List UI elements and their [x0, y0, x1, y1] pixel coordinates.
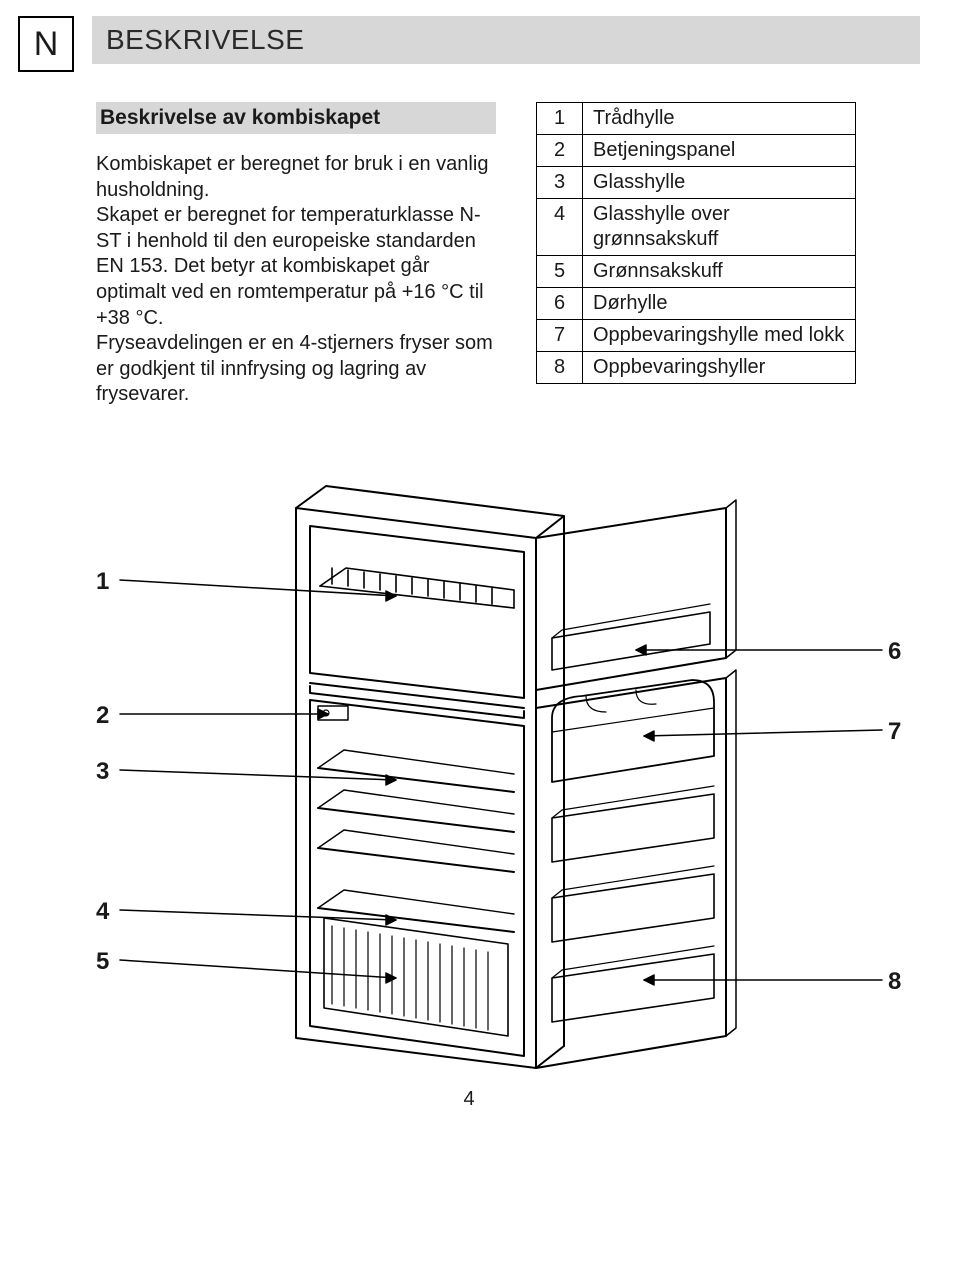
paragraph-2: Skapet er beregnet for temperaturklasse …: [96, 203, 496, 331]
table-row: 5Grønnsakskuff: [537, 256, 856, 288]
part-label: Oppbevaringshylle med lokk: [583, 320, 856, 352]
part-label: Trådhylle: [583, 103, 856, 135]
callout-8: 8: [888, 968, 901, 996]
part-number: 8: [537, 352, 583, 384]
table-row: 3Glasshylle: [537, 167, 856, 199]
language-marker: N: [18, 16, 74, 72]
callout-5: 5: [96, 948, 109, 976]
part-label: Glasshylle over grønnsakskuff: [583, 199, 856, 256]
table-row: 4Glasshylle over grønnsakskuff: [537, 199, 856, 256]
paragraph-3: Fryseavdelingen er en 4-stjerners fryser…: [96, 331, 496, 408]
parts-table: 1Trådhylle2Betjeningspanel3Glasshylle4Gl…: [536, 102, 856, 384]
part-number: 4: [537, 199, 583, 256]
part-label: Oppbevaringshyller: [583, 352, 856, 384]
part-label: Dørhylle: [583, 288, 856, 320]
callout-7: 7: [888, 718, 901, 746]
part-number: 6: [537, 288, 583, 320]
page-number: 4: [18, 1088, 920, 1111]
callout-6: 6: [888, 638, 901, 666]
paragraph-1: Kombiskapet er beregnet for bruk i en va…: [96, 152, 496, 203]
part-number: 2: [537, 135, 583, 167]
part-number: 3: [537, 167, 583, 199]
fridge-svg: [96, 468, 916, 1078]
table-row: 6Dørhylle: [537, 288, 856, 320]
section-title: BESKRIVELSE: [92, 16, 920, 64]
part-number: 1: [537, 103, 583, 135]
part-label: Glasshylle: [583, 167, 856, 199]
part-number: 5: [537, 256, 583, 288]
part-number: 7: [537, 320, 583, 352]
part-label: Grønnsakskuff: [583, 256, 856, 288]
subheading: Beskrivelse av kombiskapet: [96, 102, 496, 134]
fridge-diagram: 1 2 3 4 5 6 7 8: [96, 468, 916, 1078]
callout-4: 4: [96, 898, 109, 926]
callout-1: 1: [96, 568, 109, 596]
callout-2: 2: [96, 702, 109, 730]
table-row: 7Oppbevaringshylle med lokk: [537, 320, 856, 352]
table-row: 8Oppbevaringshyller: [537, 352, 856, 384]
callout-3: 3: [96, 758, 109, 786]
part-label: Betjeningspanel: [583, 135, 856, 167]
table-row: 2Betjeningspanel: [537, 135, 856, 167]
table-row: 1Trådhylle: [537, 103, 856, 135]
